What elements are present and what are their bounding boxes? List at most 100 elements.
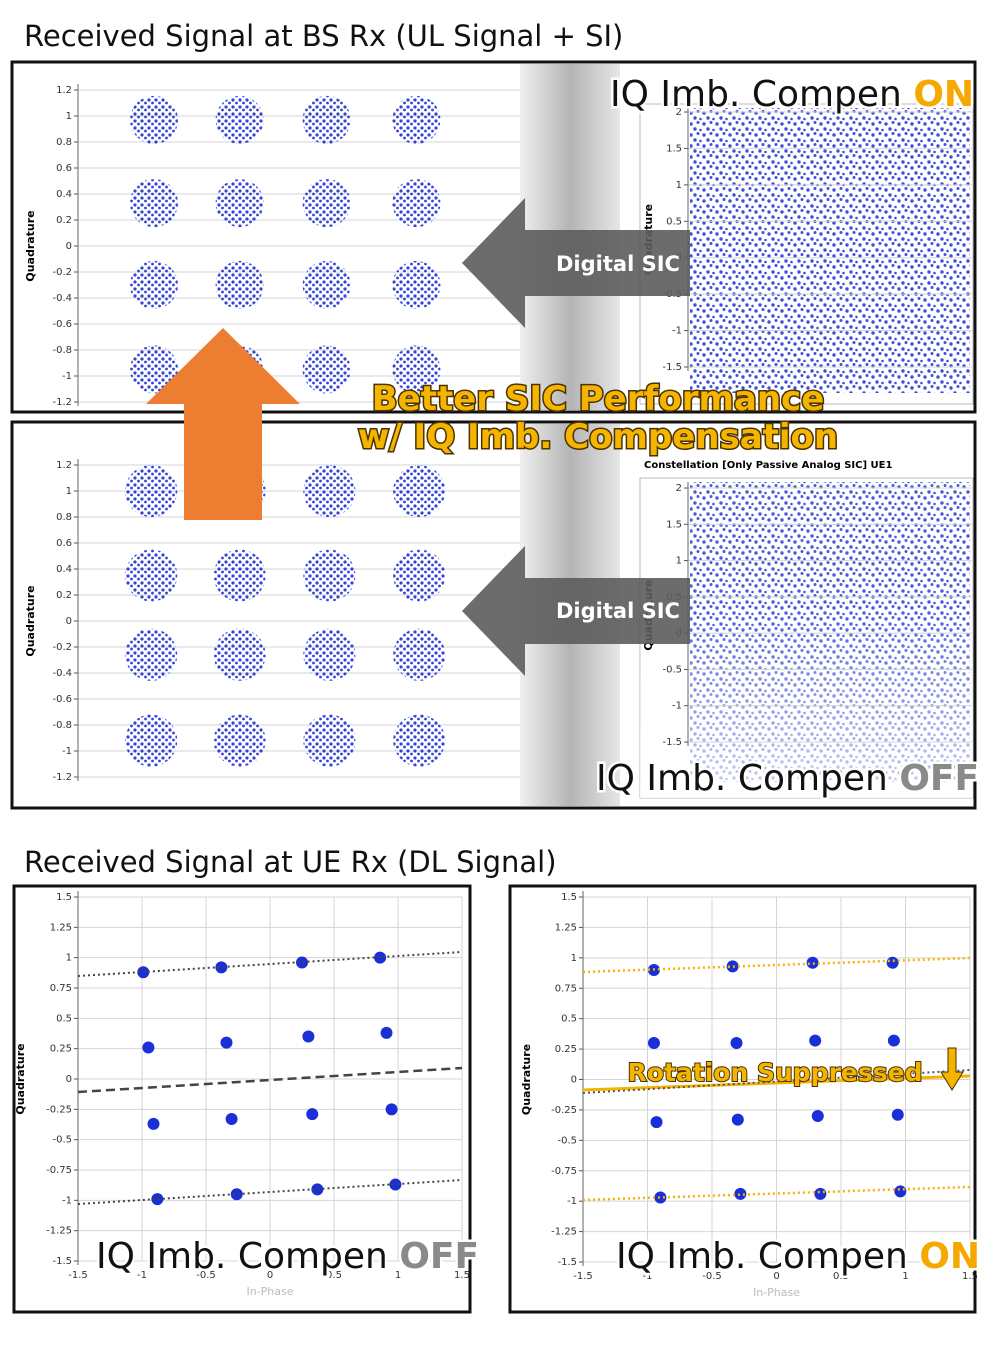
y-axis-label: Quadrature — [24, 585, 37, 656]
y-tick-label: -1 — [672, 326, 682, 337]
point — [731, 1113, 744, 1126]
y-tick-label: 0.6 — [56, 538, 72, 549]
y-tick-label: 0.25 — [555, 1044, 577, 1055]
arrow — [462, 198, 690, 328]
x-axis-label: In-Phase — [753, 1286, 800, 1299]
point — [374, 951, 387, 964]
up-arrow — [146, 328, 300, 520]
y-tick-label: 0.2 — [56, 215, 72, 226]
x-tick-label: -1 — [137, 1270, 147, 1281]
state-label: IQ Imb. Compen ON — [616, 1236, 980, 1277]
y-tick-label: 2 — [676, 483, 682, 494]
point — [650, 1116, 663, 1129]
y-tick-label: 0.6 — [56, 163, 72, 174]
y-tick-label: 1.25 — [50, 922, 72, 933]
point — [215, 179, 264, 228]
x-tick-label: 1 — [902, 1271, 908, 1282]
point — [393, 714, 446, 767]
x-tick-label: 0 — [773, 1271, 779, 1282]
point — [734, 1187, 747, 1200]
point — [302, 345, 351, 394]
annotation: Digital SIC — [556, 252, 680, 276]
state-label-text: IQ Imb. Compen — [96, 1236, 399, 1277]
point — [306, 1108, 319, 1121]
x-tick-label: 0.5 — [326, 1270, 342, 1281]
y-tick-label: 0.4 — [56, 564, 72, 575]
point — [213, 714, 266, 767]
y-tick-label: 0.75 — [50, 983, 72, 994]
point — [147, 1117, 160, 1130]
y-tick-label: 0 — [66, 1074, 72, 1085]
point — [303, 465, 356, 517]
point — [393, 465, 446, 517]
point — [129, 261, 178, 309]
y-tick-label: 1 — [676, 556, 682, 567]
y-tick-label: -1.2 — [52, 397, 72, 408]
fit-line — [77, 1066, 463, 1094]
y-tick-label: -1.2 — [52, 772, 72, 783]
y-tick-label: -0.8 — [52, 720, 72, 731]
x-axis-label: In-Phase — [246, 1285, 293, 1298]
point — [647, 1037, 660, 1049]
point — [125, 714, 178, 767]
point — [225, 1113, 238, 1126]
y-tick-label: -0.5 — [52, 1135, 72, 1146]
point — [654, 1191, 667, 1204]
x-tick-label: -0.5 — [196, 1270, 216, 1281]
point — [142, 1041, 155, 1054]
y-tick-label: -1.25 — [46, 1226, 72, 1237]
y-tick-label: -1.25 — [551, 1227, 577, 1238]
state-value: ON — [919, 1236, 980, 1277]
y-tick-label: 0.8 — [56, 137, 72, 148]
point — [213, 628, 266, 681]
point — [303, 549, 356, 602]
point — [230, 1188, 243, 1201]
point — [311, 1183, 324, 1196]
y-tick-label: -0.2 — [52, 267, 72, 278]
y-tick-label: 1 — [66, 111, 72, 122]
y-axis-label: Quadrature — [14, 1043, 27, 1114]
x-tick-label: -1.5 — [68, 1270, 88, 1281]
section-title: Received Signal at UE Rx (DL Signal) — [24, 845, 557, 879]
state-label-text: IQ Imb. Compen — [610, 74, 913, 115]
point — [389, 1178, 402, 1191]
x-tick-label: -1.5 — [573, 1271, 593, 1282]
point — [296, 956, 308, 969]
x-tick-label: 0.5 — [833, 1271, 849, 1282]
x-tick-label: 1.5 — [454, 1270, 470, 1281]
point — [887, 1034, 900, 1047]
y-tick-label: -0.8 — [52, 345, 72, 356]
point — [814, 1187, 827, 1200]
section-title: Received Signal at BS Rx (UL Signal + SI… — [24, 19, 623, 53]
annotation: Better SIC Performance — [372, 379, 825, 419]
y-tick-label: -1 — [62, 746, 72, 757]
arrow — [462, 546, 690, 676]
y-tick-label: 0.2 — [56, 590, 72, 601]
y-tick-label: 1.5 — [666, 143, 682, 154]
y-tick-label: -1 — [62, 371, 72, 382]
point — [125, 465, 178, 517]
y-tick-label: -0.4 — [52, 293, 72, 304]
chart-title: Constellation [Only Passive Analog SIC] … — [644, 460, 892, 471]
y-tick-label: -0.6 — [52, 694, 72, 705]
state-label-text: IQ Imb. Compen — [596, 758, 899, 799]
panel-frame — [10, 60, 977, 414]
point — [125, 549, 178, 602]
noise-cloud — [690, 108, 970, 393]
y-tick-label: -0.25 — [46, 1104, 72, 1115]
fit-line — [582, 1074, 971, 1092]
point — [392, 95, 441, 144]
point — [125, 628, 178, 681]
state-value: OFF — [899, 758, 979, 799]
state-label-text: IQ Imb. Compen — [616, 1236, 919, 1277]
y-tick-label: -1.5 — [52, 1256, 72, 1267]
y-axis-label: Quadrature — [24, 210, 37, 281]
point — [392, 179, 441, 228]
point — [886, 956, 899, 969]
point — [213, 549, 266, 602]
y-tick-label: 0.5 — [56, 1013, 72, 1024]
y-tick-label: 0.4 — [56, 189, 72, 200]
y-tick-label: 1.5 — [666, 519, 682, 530]
panel-frame — [12, 884, 472, 1314]
y-axis-label: Quadrature — [520, 1044, 533, 1115]
